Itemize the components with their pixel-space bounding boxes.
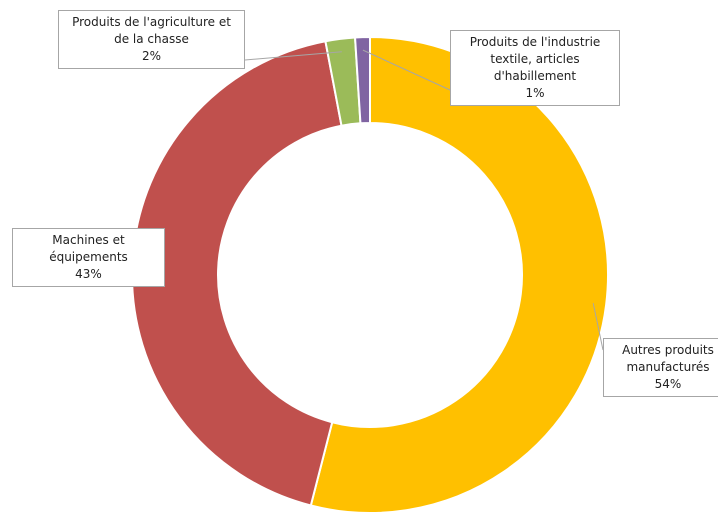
label-value: 2% [141,49,162,63]
label-name: Autres produits manufacturés [622,343,714,374]
leader-line [244,51,342,61]
label-value: 54% [654,377,682,391]
data-label: Autres produits manufacturés 54% [603,338,718,397]
slice [131,40,343,507]
label-name: Produits de l'industrie textile, article… [469,35,601,83]
label-name: Produits de l'agriculture et de la chass… [72,15,231,46]
leader-line [592,303,604,351]
slice [353,35,371,125]
label-value: 1% [525,86,545,100]
slice [309,35,609,514]
label-value: 43% [75,267,102,281]
label-name: Machines et équipements [49,233,128,264]
data-label: Produits de l'agriculture et de la chass… [58,10,245,69]
data-label: Produits de l'industrie textile, article… [450,30,620,106]
leader-line [362,49,451,91]
data-label: Machines et équipements 43% [12,228,165,287]
